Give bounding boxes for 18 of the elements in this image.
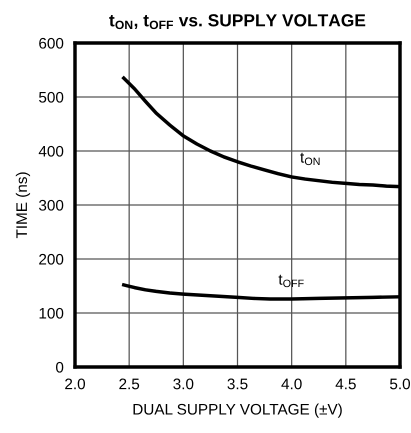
y-tick-label: 400 [38, 146, 64, 157]
y-tick-label: 200 [39, 254, 64, 265]
y-tick-label: 500 [39, 92, 64, 103]
x-tick-label: 5.0 [390, 378, 410, 390]
x-tick-label: 2.0 [65, 378, 86, 390]
x-tick-label: 3.0 [173, 378, 194, 390]
x-axis-title: DUAL SUPPLY VOLTAGE (±V) [134, 403, 342, 418]
x-tick-label: 4.5 [336, 378, 356, 390]
x-tick-label: 4.0 [281, 378, 302, 390]
x-tick-label: 3.5 [227, 378, 248, 390]
y-tick-label: 300 [38, 200, 64, 211]
y-tick-label: 600 [39, 38, 64, 49]
series-label: t$_{ON}$ [300, 152, 320, 166]
chart-title: t$_{ON}$, t$_{OFF}$ vs. SUPPLY VOLTAGE [109, 14, 366, 30]
y-tick-label: 100 [40, 308, 64, 319]
x-tick-label: 2.5 [119, 378, 140, 390]
y-tick-label: 0 [56, 362, 64, 373]
y-axis-title: TIME (ns) [16, 172, 30, 238]
